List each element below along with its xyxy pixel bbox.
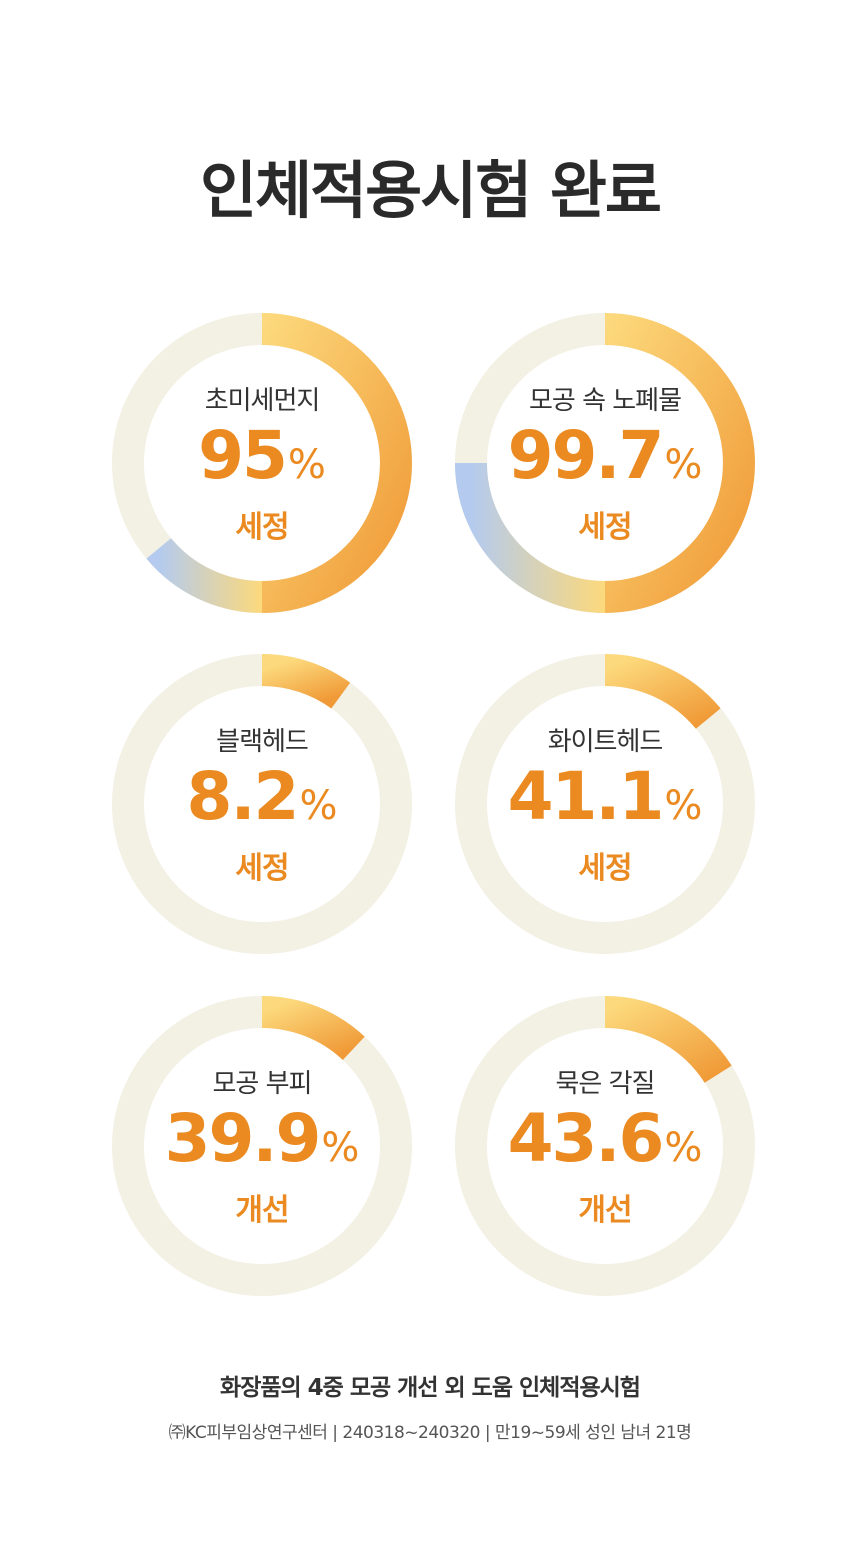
- ring-fill: [604, 996, 732, 1084]
- result-value: 41.1%: [507, 758, 703, 835]
- result-effect: 세정: [235, 851, 289, 886]
- result-ring-blackhead: 블랙헤드 8.2% 세정: [112, 654, 412, 954]
- progress-ring: [455, 313, 755, 613]
- result-ring-fine-dust: 초미세먼지 95% 세정: [112, 313, 412, 613]
- progress-ring: [455, 996, 755, 1296]
- footer-main-text: 화장품의 4중 모공 개선 외 도움 인체적용시험: [220, 1375, 641, 1401]
- ring-fill: [604, 313, 755, 613]
- result-value: 99.7%: [507, 417, 703, 494]
- footer-sub-text: ㈜KC피부임상연구센터 | 240318~240320 | 만19~59세 성인…: [168, 1423, 692, 1443]
- result-effect: 개선: [235, 1193, 289, 1228]
- result-effect: 개선: [578, 1193, 632, 1228]
- result-ring-dead-skin: 묵은 각질 43.6% 개선: [455, 996, 755, 1296]
- progress-ring: [112, 313, 412, 613]
- result-value: 8.2%: [186, 758, 338, 835]
- results-grid: 초미세먼지 95% 세정 모공 속 노폐물 99.7% 세정 블랙헤드 8.2%…: [112, 313, 755, 1296]
- progress-ring: [112, 996, 412, 1296]
- result-value: 39.9%: [164, 1100, 360, 1177]
- ring-fill: [604, 654, 721, 730]
- ring-fill: [261, 313, 412, 613]
- result-label: 모공 부피: [212, 1069, 313, 1099]
- progress-ring: [455, 654, 755, 954]
- result-effect: 세정: [578, 510, 632, 545]
- ring-fill-tail: [146, 537, 263, 613]
- result-label: 묵은 각질: [555, 1069, 656, 1099]
- ring-fill: [261, 654, 351, 709]
- ring-fill: [261, 996, 365, 1061]
- result-value: 43.6%: [507, 1100, 703, 1177]
- progress-ring: [112, 654, 412, 954]
- ring-fill-tail: [455, 462, 606, 613]
- page-title: 인체적용시험 완료: [200, 154, 662, 227]
- result-value: 95%: [198, 417, 326, 494]
- result-effect: 세정: [235, 510, 289, 545]
- result-label: 초미세먼지: [204, 386, 321, 416]
- result-label: 모공 속 노폐물: [528, 386, 682, 416]
- result-ring-pore-volume: 모공 부피 39.9% 개선: [112, 996, 412, 1296]
- result-ring-whitehead: 화이트헤드 41.1% 세정: [455, 654, 755, 954]
- result-label: 화이트헤드: [547, 727, 664, 757]
- result-effect: 세정: [578, 851, 632, 886]
- result-ring-pore-waste: 모공 속 노폐물 99.7% 세정: [455, 313, 755, 613]
- result-label: 블랙헤드: [216, 727, 309, 757]
